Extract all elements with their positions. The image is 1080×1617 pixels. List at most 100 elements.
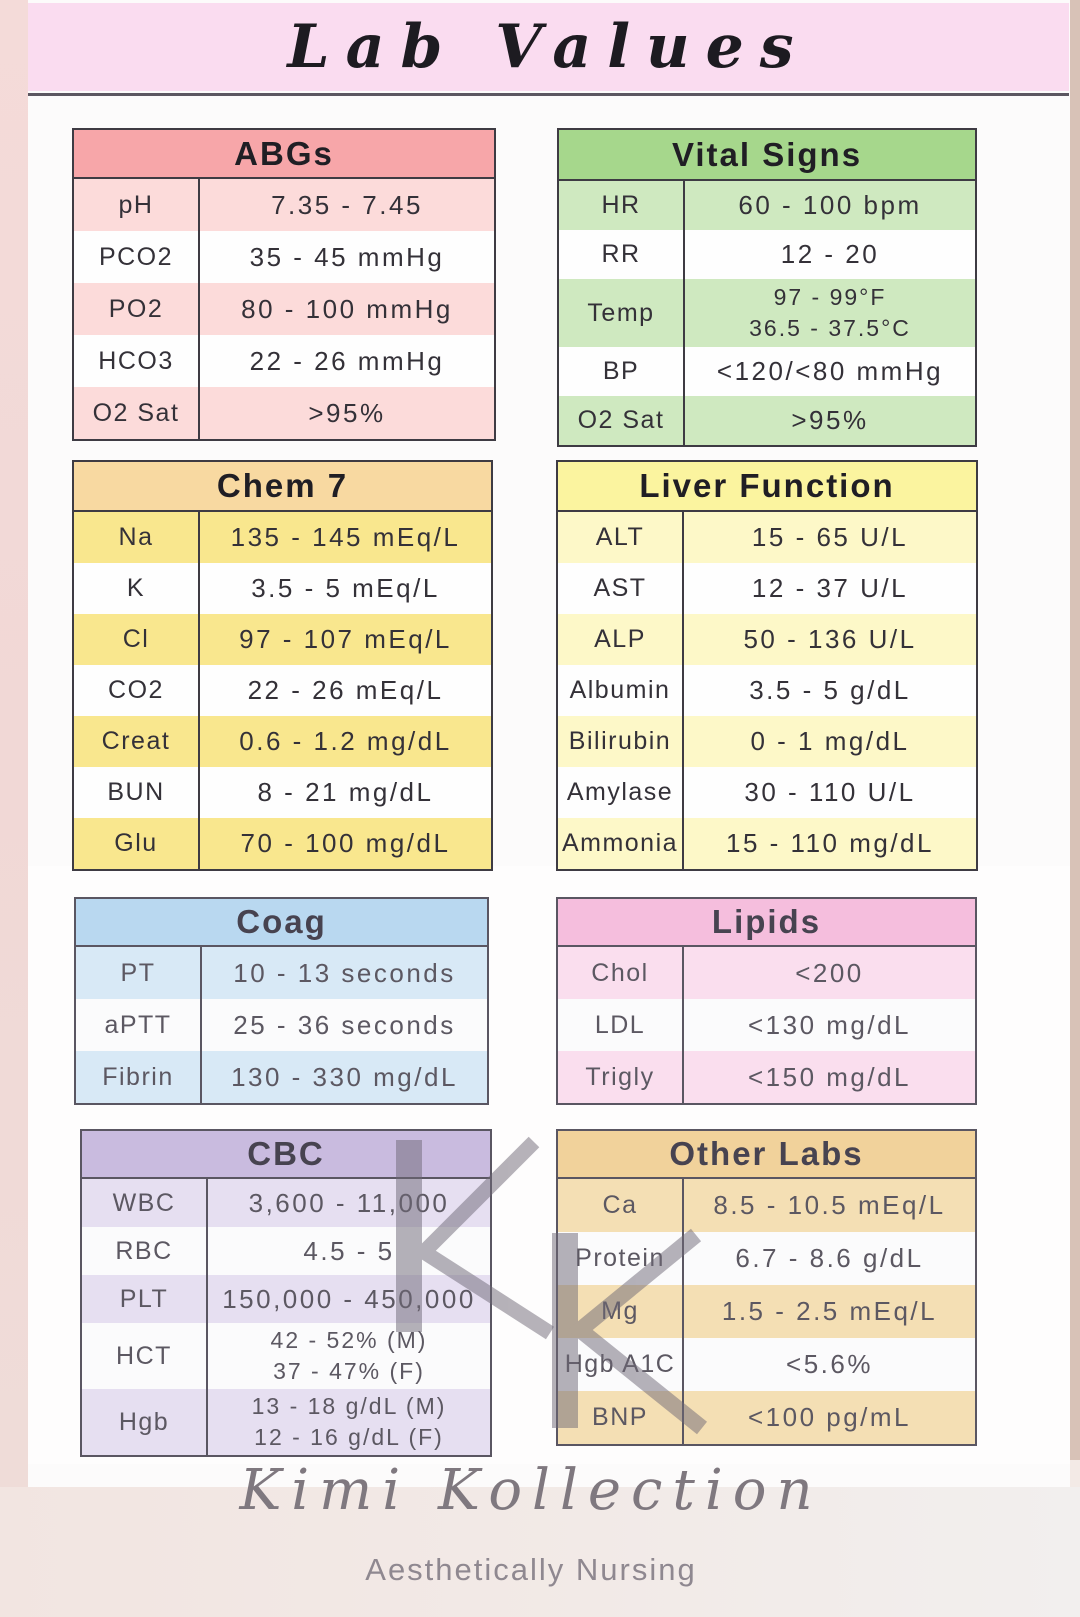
table-row: BP <120/<80 mmHg: [559, 347, 975, 396]
table-abgs: ABGs pH 7.35 - 7.45 PCO2 35 - 45 mmHg PO…: [72, 128, 496, 441]
page-title: Lab Values: [287, 12, 810, 82]
table-cbc: CBC WBC 3,600 - 11,000 RBC 4.5 - 5 PLT 1…: [80, 1129, 492, 1457]
row-value: 70 - 100 mg/dL: [240, 828, 451, 858]
brand-tagline-text: Aesthetically Nursing: [365, 1552, 697, 1587]
row-value: 6.7 - 8.6 g/dL: [735, 1243, 924, 1273]
row-label: Ammonia: [558, 818, 684, 869]
row-label: LDL: [558, 999, 684, 1051]
row-label: pH: [74, 179, 200, 231]
table-cbc-title: CBC: [82, 1131, 490, 1179]
title-banner: Lab Values: [28, 3, 1069, 91]
table-row: LDL <130 mg/dL: [558, 999, 975, 1051]
table-liver-function: Liver Function ALT 15 - 65 U/L AST 12 - …: [556, 460, 978, 871]
paper-edge-right: [1070, 0, 1080, 1460]
table-other-labs: Other Labs Ca 8.5 - 10.5 mEq/L Protein 6…: [556, 1129, 977, 1446]
row-value: <100 pg/mL: [747, 1402, 912, 1432]
table-row: O2 Sat >95%: [74, 387, 494, 439]
table-row: Creat 0.6 - 1.2 mg/dL: [74, 716, 491, 767]
table-vital-signs-title: Vital Signs: [559, 130, 975, 181]
row-value: 3.5 - 5 mEq/L: [251, 573, 440, 603]
row-label: HCO3: [74, 335, 200, 387]
row-value: <120/<80 mmHg: [716, 356, 944, 386]
table-row: HR 60 - 100 bpm: [559, 181, 975, 230]
row-label: Glu: [74, 818, 200, 869]
row-value: 150,000 - 450,000: [222, 1283, 476, 1314]
row-label: AST: [558, 563, 684, 614]
row-value: <150 mg/dL: [747, 1061, 912, 1092]
row-value: 35 - 45 mmHg: [249, 241, 445, 272]
row-value: <5.6%: [786, 1349, 873, 1379]
row-value: 7.35 - 7.45: [271, 189, 423, 220]
table-row: RBC 4.5 - 5: [82, 1227, 490, 1275]
table-row: K 3.5 - 5 mEq/L: [74, 563, 491, 614]
table-row: aPTT 25 - 36 seconds: [76, 999, 487, 1051]
table-row: Trigly <150 mg/dL: [558, 1051, 975, 1103]
row-value: <130 mg/dL: [747, 1009, 912, 1040]
row-value: 3.5 - 5 g/dL: [749, 675, 911, 705]
table-row: Glu 70 - 100 mg/dL: [74, 818, 491, 869]
row-value: 50 - 136 U/L: [743, 624, 917, 654]
table-row: HCT 42 - 52% (M) 37 - 47% (F): [82, 1323, 490, 1389]
row-value: 12 - 37 U/L: [751, 573, 909, 603]
table-other-labs-title: Other Labs: [558, 1131, 975, 1179]
table-row: AST 12 - 37 U/L: [558, 563, 976, 614]
row-value: 60 - 100 bpm: [738, 190, 922, 220]
row-label: Fibrin: [76, 1051, 202, 1103]
row-label: Albumin: [558, 665, 684, 716]
row-label: Protein: [558, 1232, 684, 1285]
row-value: 15 - 110 mg/dL: [726, 828, 934, 858]
row-label: HCT: [82, 1323, 208, 1389]
row-value: 12 - 20: [780, 239, 880, 269]
row-label: WBC: [82, 1179, 208, 1227]
row-value: 0 - 1 mg/dL: [750, 726, 910, 756]
row-value: 30 - 110 U/L: [744, 777, 916, 807]
table-chem7-title: Chem 7: [74, 462, 491, 512]
row-label: PT: [76, 947, 202, 999]
table-row: HCO3 22 - 26 mmHg: [74, 335, 494, 387]
paper-texture-bottom: [0, 1487, 1080, 1617]
table-row: PO2 80 - 100 mmHg: [74, 283, 494, 335]
row-value-line2: 36.5 - 37.5°C: [749, 315, 911, 341]
table-coag-title: Coag: [76, 899, 487, 947]
row-value: 130 - 330 mg/dL: [231, 1061, 458, 1092]
row-value: 0.6 - 1.2 mg/dL: [239, 726, 452, 756]
table-row: Mg 1.5 - 2.5 mEq/L: [558, 1285, 975, 1338]
row-label: Trigly: [558, 1051, 684, 1103]
row-value: 80 - 100 mmHg: [241, 293, 453, 324]
table-row: Hgb A1C <5.6%: [558, 1338, 975, 1391]
row-value: 10 - 13 seconds: [233, 957, 456, 988]
row-label: aPTT: [76, 999, 202, 1051]
row-label: Bilirubin: [558, 716, 684, 767]
row-value-line2: 37 - 47% (F): [273, 1358, 425, 1384]
row-label: Ca: [558, 1179, 684, 1232]
paper-edge-left: [0, 0, 28, 1487]
row-label: RR: [559, 230, 685, 279]
table-row: Amylase 30 - 110 U/L: [558, 767, 976, 818]
row-label: PLT: [82, 1275, 208, 1323]
table-row: WBC 3,600 - 11,000: [82, 1179, 490, 1227]
row-label: HR: [559, 181, 685, 230]
row-label: Na: [74, 512, 200, 563]
row-label: Cl: [74, 614, 200, 665]
table-row: Hgb 13 - 18 g/dL (M) 12 - 16 g/dL (F): [82, 1389, 490, 1455]
table-row: Na 135 - 145 mEq/L: [74, 512, 491, 563]
row-label: RBC: [82, 1227, 208, 1275]
row-value: <200: [795, 957, 864, 988]
brand-script-text: Kimi Kollection: [239, 1458, 823, 1523]
row-value-line2: 12 - 16 g/dL (F): [254, 1424, 444, 1450]
table-row: BNP <100 pg/mL: [558, 1391, 975, 1444]
table-abgs-title: ABGs: [74, 130, 494, 179]
row-value: 4.5 - 5: [303, 1235, 395, 1266]
row-label: O2 Sat: [559, 396, 685, 445]
row-label: O2 Sat: [74, 387, 200, 439]
row-value: 97 - 107 mEq/L: [239, 624, 452, 654]
row-value: 3,600 - 11,000: [248, 1187, 450, 1218]
row-label: BP: [559, 347, 685, 396]
table-row: Ca 8.5 - 10.5 mEq/L: [558, 1179, 975, 1232]
table-row: PCO2 35 - 45 mmHg: [74, 231, 494, 283]
row-value: >95%: [791, 405, 869, 435]
row-label: K: [74, 563, 200, 614]
row-value: 8.5 - 10.5 mEq/L: [713, 1190, 946, 1220]
row-value: 1.5 - 2.5 mEq/L: [721, 1296, 938, 1326]
